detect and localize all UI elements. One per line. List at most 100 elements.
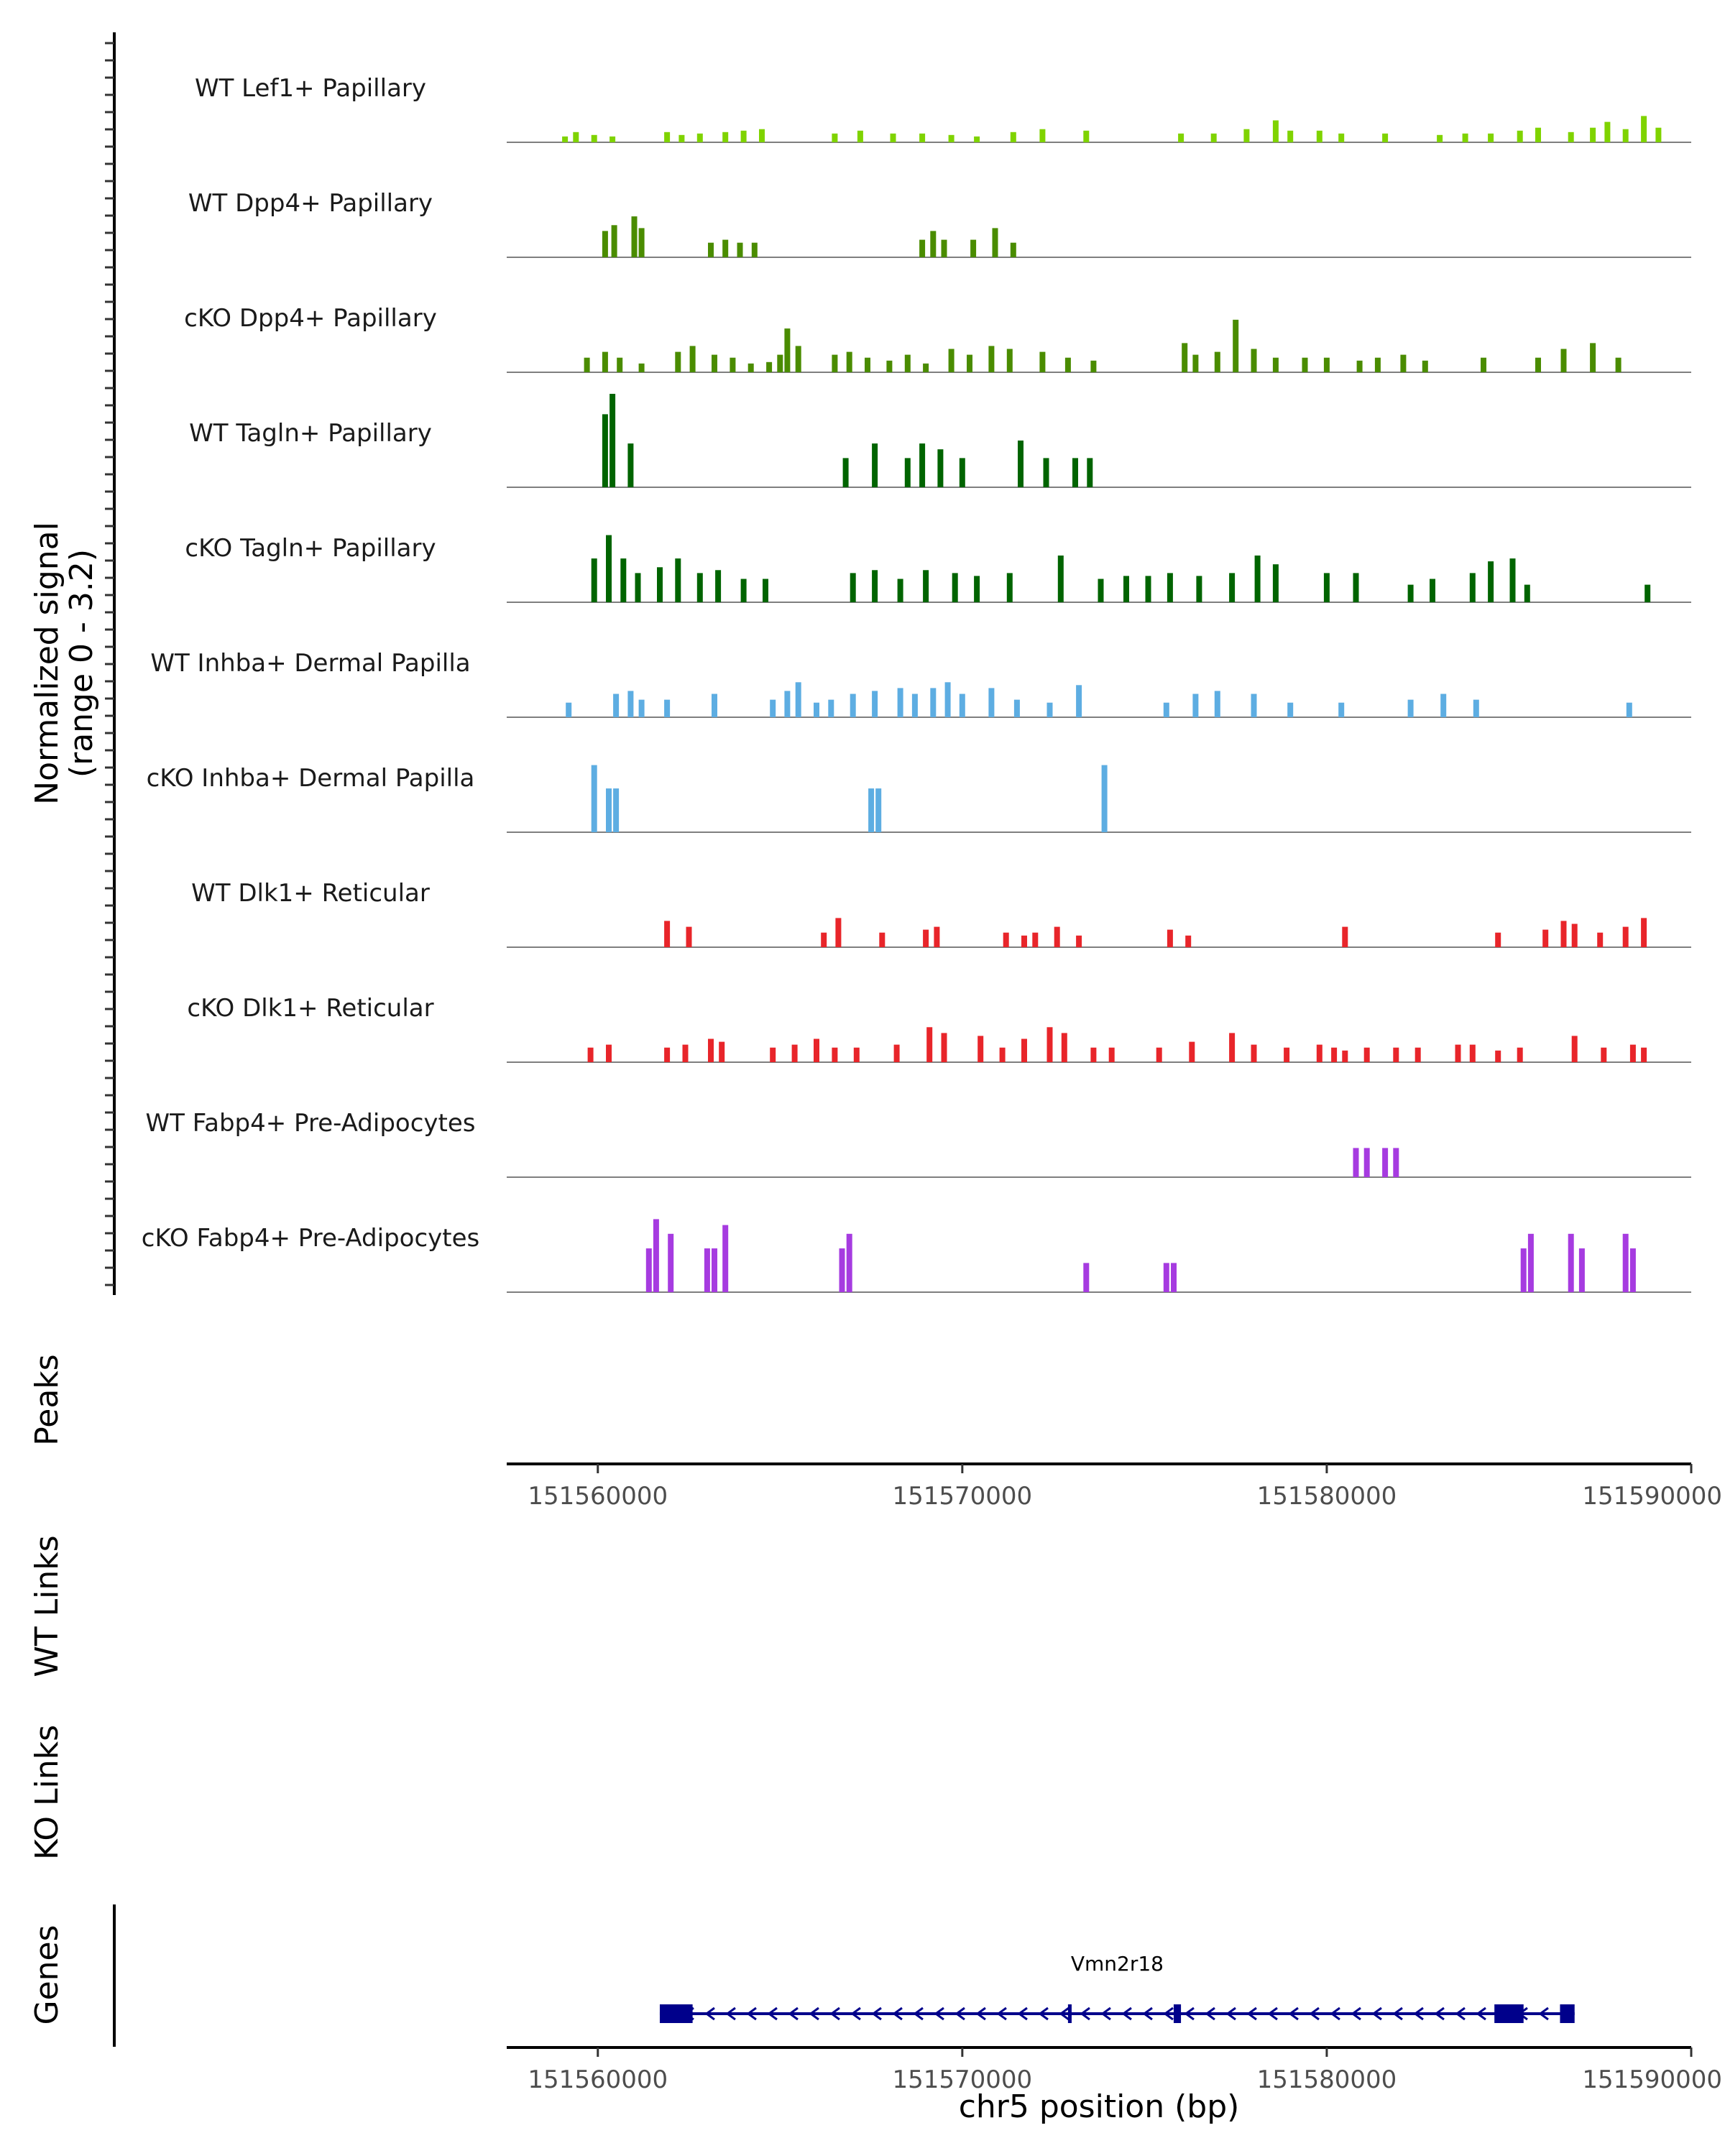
strand-arrow [725, 2007, 736, 2021]
coverage-peak [941, 1033, 947, 1062]
coverage-peak [722, 132, 729, 142]
coverage-peak [620, 558, 627, 602]
coverage-peak [814, 1038, 819, 1062]
coverage-peak [1057, 556, 1064, 602]
coverage-peak [897, 688, 903, 717]
strand-arrow [1455, 2007, 1466, 2021]
coverage-peak [1101, 765, 1108, 832]
coverage-peak [1287, 130, 1294, 143]
coverage-peak [1473, 699, 1479, 717]
coverage-peak [872, 570, 878, 602]
coverage-peak [795, 682, 801, 717]
coverage-peak [850, 573, 856, 602]
coverage-peak [1626, 702, 1632, 717]
coverage-peak [675, 558, 681, 602]
coverage-peak [638, 228, 645, 257]
track-label: WT Tagln+ Papillary [189, 419, 432, 448]
coverage-peak [974, 576, 980, 602]
coverage-peak [1374, 357, 1381, 372]
coverage-peak [919, 443, 926, 487]
coverage-peak [1251, 694, 1257, 717]
coverage-peak [664, 699, 671, 717]
wt-links-panel-label: WT Links [29, 1535, 65, 1677]
gene-exon [1494, 2004, 1524, 2023]
coverage-peak [1495, 932, 1501, 947]
coverage-peak [751, 242, 758, 257]
coverage-peak [1054, 926, 1060, 947]
coverage-peak [1462, 133, 1468, 142]
coverage-peak [1254, 556, 1261, 602]
x-tick-label: 151570000 [893, 2065, 1033, 2094]
coverage-peak [988, 688, 995, 717]
track-label: WT Dpp4+ Papillary [188, 189, 433, 218]
coverage-peak [562, 136, 569, 142]
coverage-peak [959, 694, 965, 717]
coverage-peak [814, 702, 819, 717]
coverage-peak [1629, 1248, 1636, 1292]
strand-arrow [1351, 2007, 1361, 2021]
coverage-peak [1316, 1044, 1322, 1062]
coverage-peak [1021, 935, 1027, 948]
coverage-peak [631, 216, 638, 257]
track-label: cKO Tagln+ Papillary [185, 534, 436, 563]
coverage-peak [1032, 932, 1039, 947]
x-tick-label: 151590000 [1582, 1482, 1722, 1511]
coverage-peak [613, 694, 620, 717]
track-label: WT Dlk1+ Reticular [191, 879, 430, 908]
coverage-peak [1064, 357, 1071, 372]
coverage-peak [1517, 130, 1523, 143]
coverage-peak [1043, 458, 1049, 487]
coverage-peak [923, 570, 929, 602]
coverage-peak [1629, 1044, 1636, 1062]
coverage-peak [740, 579, 747, 602]
coverage-peak [1353, 573, 1359, 602]
coverage-peak [1171, 1263, 1177, 1292]
track-label: cKO Dlk1+ Reticular [187, 994, 433, 1023]
strand-arrow [975, 2007, 986, 2021]
coverage-peak [1039, 351, 1046, 372]
track-label: cKO Inhba+ Dermal Papilla [147, 764, 475, 793]
coverage-peak [1331, 1047, 1338, 1062]
coverage-peak [1090, 1047, 1097, 1062]
coverage-peak [992, 228, 998, 257]
coverage-peak [1006, 349, 1013, 372]
coverage-peak [770, 699, 776, 717]
ko-links-panel-label: KO Links [29, 1725, 65, 1860]
strand-arrow [913, 2007, 924, 2021]
coverage-track: WT Dpp4+ Papillary [188, 189, 1691, 258]
coverage-peak [602, 414, 608, 487]
coverage-peak [919, 133, 926, 142]
coverage-peak [722, 239, 729, 257]
coverage-peak [1641, 1047, 1647, 1062]
strand-arrow [1434, 2007, 1445, 2021]
coverage-peak [1090, 360, 1097, 373]
coverage-peak [919, 239, 926, 257]
coverage-peak [842, 458, 849, 487]
coverage-peak [766, 361, 773, 372]
coverage-peak [611, 225, 617, 257]
coverage-peak [722, 1225, 729, 1292]
coverage-peak [1087, 458, 1093, 487]
coverage-peak [1469, 573, 1476, 602]
coverage-peak [911, 694, 918, 717]
coverage-peak [868, 788, 875, 832]
coverage-peak [904, 354, 911, 372]
strand-arrow [892, 2007, 903, 2021]
coverage-peak [1108, 1047, 1115, 1062]
strand-arrow [1100, 2007, 1111, 2021]
coverage-peak [1145, 576, 1151, 602]
strand-arrow [1184, 2007, 1195, 2021]
coverage-peak [1604, 121, 1611, 142]
coverage-peak [719, 1041, 725, 1062]
coverage-peak [759, 129, 765, 142]
coverage-peak [689, 346, 696, 372]
coverage-peak [930, 231, 937, 257]
coverage-peak [1316, 130, 1322, 143]
coverage-peak [737, 242, 743, 257]
x-tick-label: 151560000 [528, 2065, 668, 2094]
coverage-peak [923, 929, 929, 947]
coverage-peak [1517, 1047, 1523, 1062]
coverage-peak [1083, 130, 1090, 143]
coverage-peak [712, 1248, 717, 1292]
